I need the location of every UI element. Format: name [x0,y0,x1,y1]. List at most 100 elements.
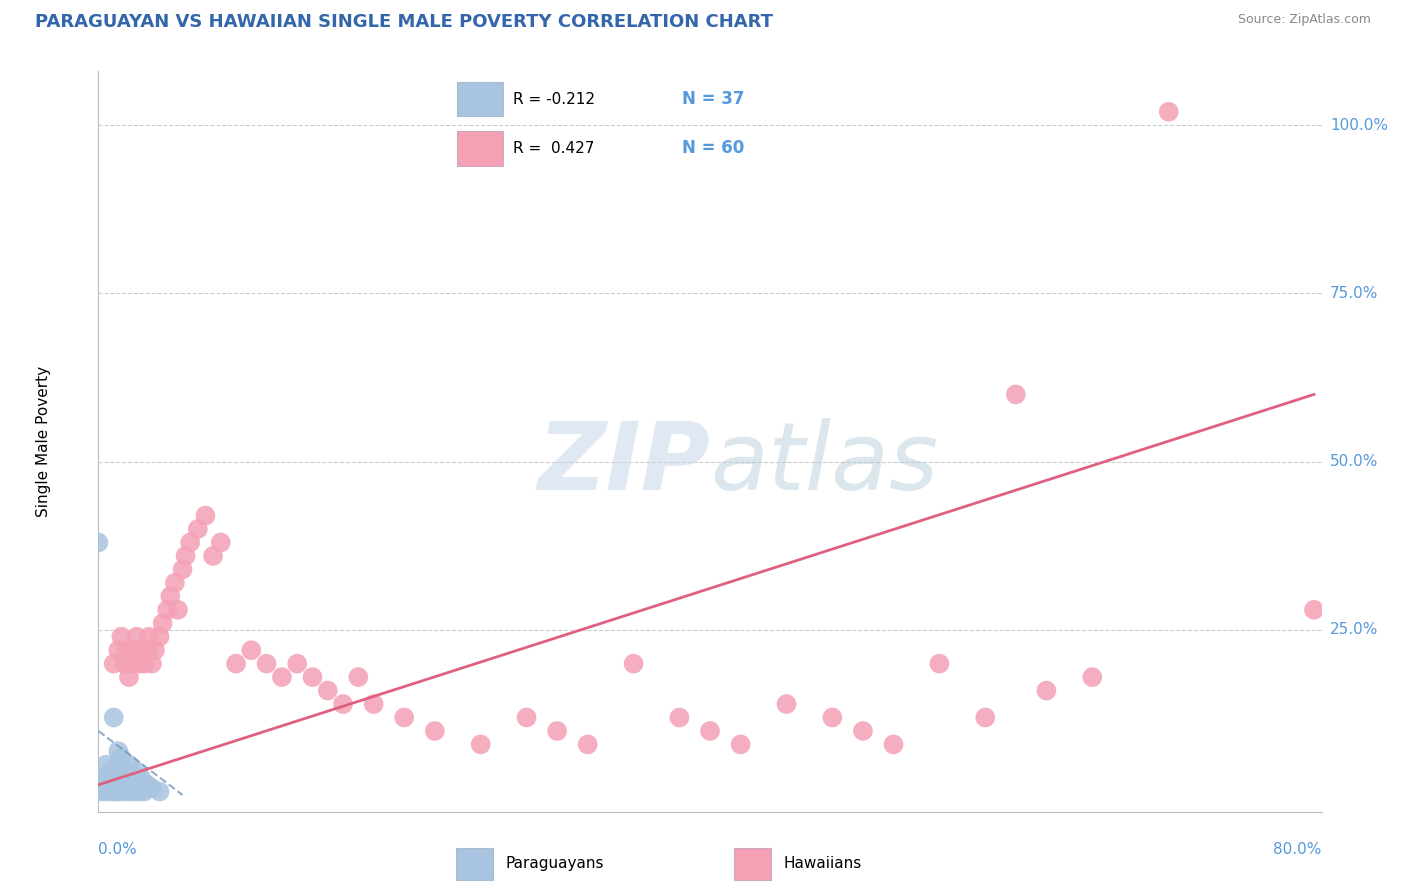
Point [363,697,385,711]
Point [730,738,752,752]
FancyBboxPatch shape [456,848,492,880]
Text: Single Male Poverty: Single Male Poverty [37,366,51,517]
Point [546,723,568,738]
Point [699,723,721,738]
Point [174,549,197,563]
Point [125,630,148,644]
Point [91,771,114,785]
Point [516,710,538,724]
Point [668,710,690,724]
Point [94,757,117,772]
Point [97,771,120,785]
Point [107,744,129,758]
Point [179,535,201,549]
Point [128,784,150,798]
Text: N = 60: N = 60 [682,139,744,157]
Point [136,643,159,657]
Point [134,784,156,798]
Point [423,723,446,738]
Point [256,657,278,671]
Point [623,657,645,671]
Point [1004,387,1026,401]
Text: 80.0%: 80.0% [1274,842,1322,857]
Text: R = -0.212: R = -0.212 [513,92,595,107]
Text: 50.0%: 50.0% [1330,454,1378,469]
Point [118,757,141,772]
Point [129,643,152,657]
Point [107,778,129,792]
Point [285,657,308,671]
Point [121,771,143,785]
Text: 25.0%: 25.0% [1330,623,1378,638]
Text: 100.0%: 100.0% [1330,118,1388,133]
Point [194,508,217,523]
Point [152,616,174,631]
Point [225,657,247,671]
Point [576,738,599,752]
Point [156,603,179,617]
Point [103,657,125,671]
Point [974,710,997,724]
Point [103,778,125,792]
Text: Source: ZipAtlas.com: Source: ZipAtlas.com [1237,13,1371,27]
Point [110,630,132,644]
Point [928,657,950,671]
Point [87,535,110,549]
Point [111,764,134,779]
Point [120,784,142,798]
FancyBboxPatch shape [457,82,503,116]
Point [202,549,225,563]
Point [90,784,112,798]
Point [470,738,492,752]
Text: N = 37: N = 37 [682,90,744,108]
Point [93,778,115,792]
Text: PARAGUAYAN VS HAWAIIAN SINGLE MALE POVERTY CORRELATION CHART: PARAGUAYAN VS HAWAIIAN SINGLE MALE POVER… [35,13,773,31]
Point [1303,603,1326,617]
Point [141,657,163,671]
Text: R =  0.427: R = 0.427 [513,141,595,156]
Point [172,562,194,576]
Point [149,630,172,644]
Point [108,784,131,798]
Point [128,657,150,671]
FancyBboxPatch shape [457,131,503,166]
Point [132,778,155,792]
Point [141,781,163,796]
Point [100,764,122,779]
Point [347,670,370,684]
Point [112,657,135,671]
Point [1157,104,1180,119]
Point [121,657,143,671]
Point [98,778,121,792]
Point [101,784,124,798]
Point [104,784,127,798]
Point [127,778,149,792]
Point [301,670,323,684]
Point [118,670,141,684]
Point [187,522,209,536]
Point [122,643,145,657]
Point [124,784,146,798]
Point [163,575,186,590]
Point [94,784,117,798]
Point [821,710,844,724]
Point [149,784,172,798]
Point [883,738,905,752]
Point [775,697,797,711]
Point [143,643,166,657]
Point [115,643,138,657]
Point [392,710,416,724]
Point [1035,683,1057,698]
Text: Paraguayans: Paraguayans [505,855,603,871]
Point [122,778,145,792]
Point [110,778,132,792]
Point [110,751,132,765]
FancyBboxPatch shape [734,848,770,880]
Text: Hawaiians: Hawaiians [783,855,862,871]
Point [134,657,156,671]
Text: 75.0%: 75.0% [1330,286,1378,301]
Point [115,784,138,798]
Point [117,771,139,785]
Point [159,590,181,604]
Point [136,778,159,792]
